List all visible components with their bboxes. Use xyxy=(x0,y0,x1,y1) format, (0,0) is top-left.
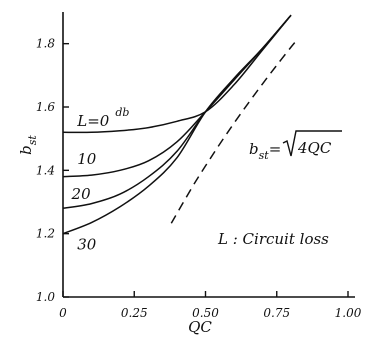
formula-eq: = xyxy=(269,140,282,158)
formula-root-arg: 4QC xyxy=(297,139,332,157)
y-tick-label: 1.0 xyxy=(36,290,55,304)
sqrt-sign-icon xyxy=(282,130,342,157)
series-layer xyxy=(62,14,298,235)
series-label: 10 xyxy=(77,150,97,168)
series-line-3 xyxy=(62,14,292,235)
series-line-0 xyxy=(62,14,292,134)
legend-note: L : Circuit loss xyxy=(217,230,329,248)
formula-sub: st xyxy=(259,149,270,162)
ticks: 1.0 1.2 1.4 1.6 1.8 0 0.25 0.50 0.75 1.00 xyxy=(36,37,362,320)
formula-annotation: bst= 4QC xyxy=(249,130,342,162)
y-axis-title-base: b xyxy=(17,145,35,155)
y-tick-label: 1.4 xyxy=(36,163,55,177)
x-tick-label: 0.75 xyxy=(263,306,290,320)
series-label: 30 xyxy=(77,236,97,254)
axes xyxy=(62,12,355,298)
svg-text:bst=: bst= xyxy=(249,140,281,162)
x-tick-label: 0.50 xyxy=(192,306,219,320)
y-axis-title-sub: st xyxy=(26,135,39,146)
series-line-sqrt-4qc xyxy=(170,39,298,224)
x-tick-label: 1.00 xyxy=(335,306,362,320)
y-tick-label: 1.2 xyxy=(36,227,55,241)
series-label: 20 xyxy=(71,185,92,203)
svg-text:bst: bst xyxy=(17,135,39,155)
series-label: L=0 db xyxy=(76,106,129,130)
y-tick-label: 1.6 xyxy=(36,100,55,114)
series-label-unit: db xyxy=(115,106,129,119)
y-axis-title: bst xyxy=(17,135,39,155)
x-axis-title: QC xyxy=(188,318,212,336)
formula-base: b xyxy=(249,140,259,158)
x-tick-label: 0.25 xyxy=(121,306,148,320)
y-tick-label: 1.8 xyxy=(36,37,55,51)
series-labels: L=0 db 10 20 30 xyxy=(71,106,130,254)
x-tick-label: 0 xyxy=(59,306,67,320)
